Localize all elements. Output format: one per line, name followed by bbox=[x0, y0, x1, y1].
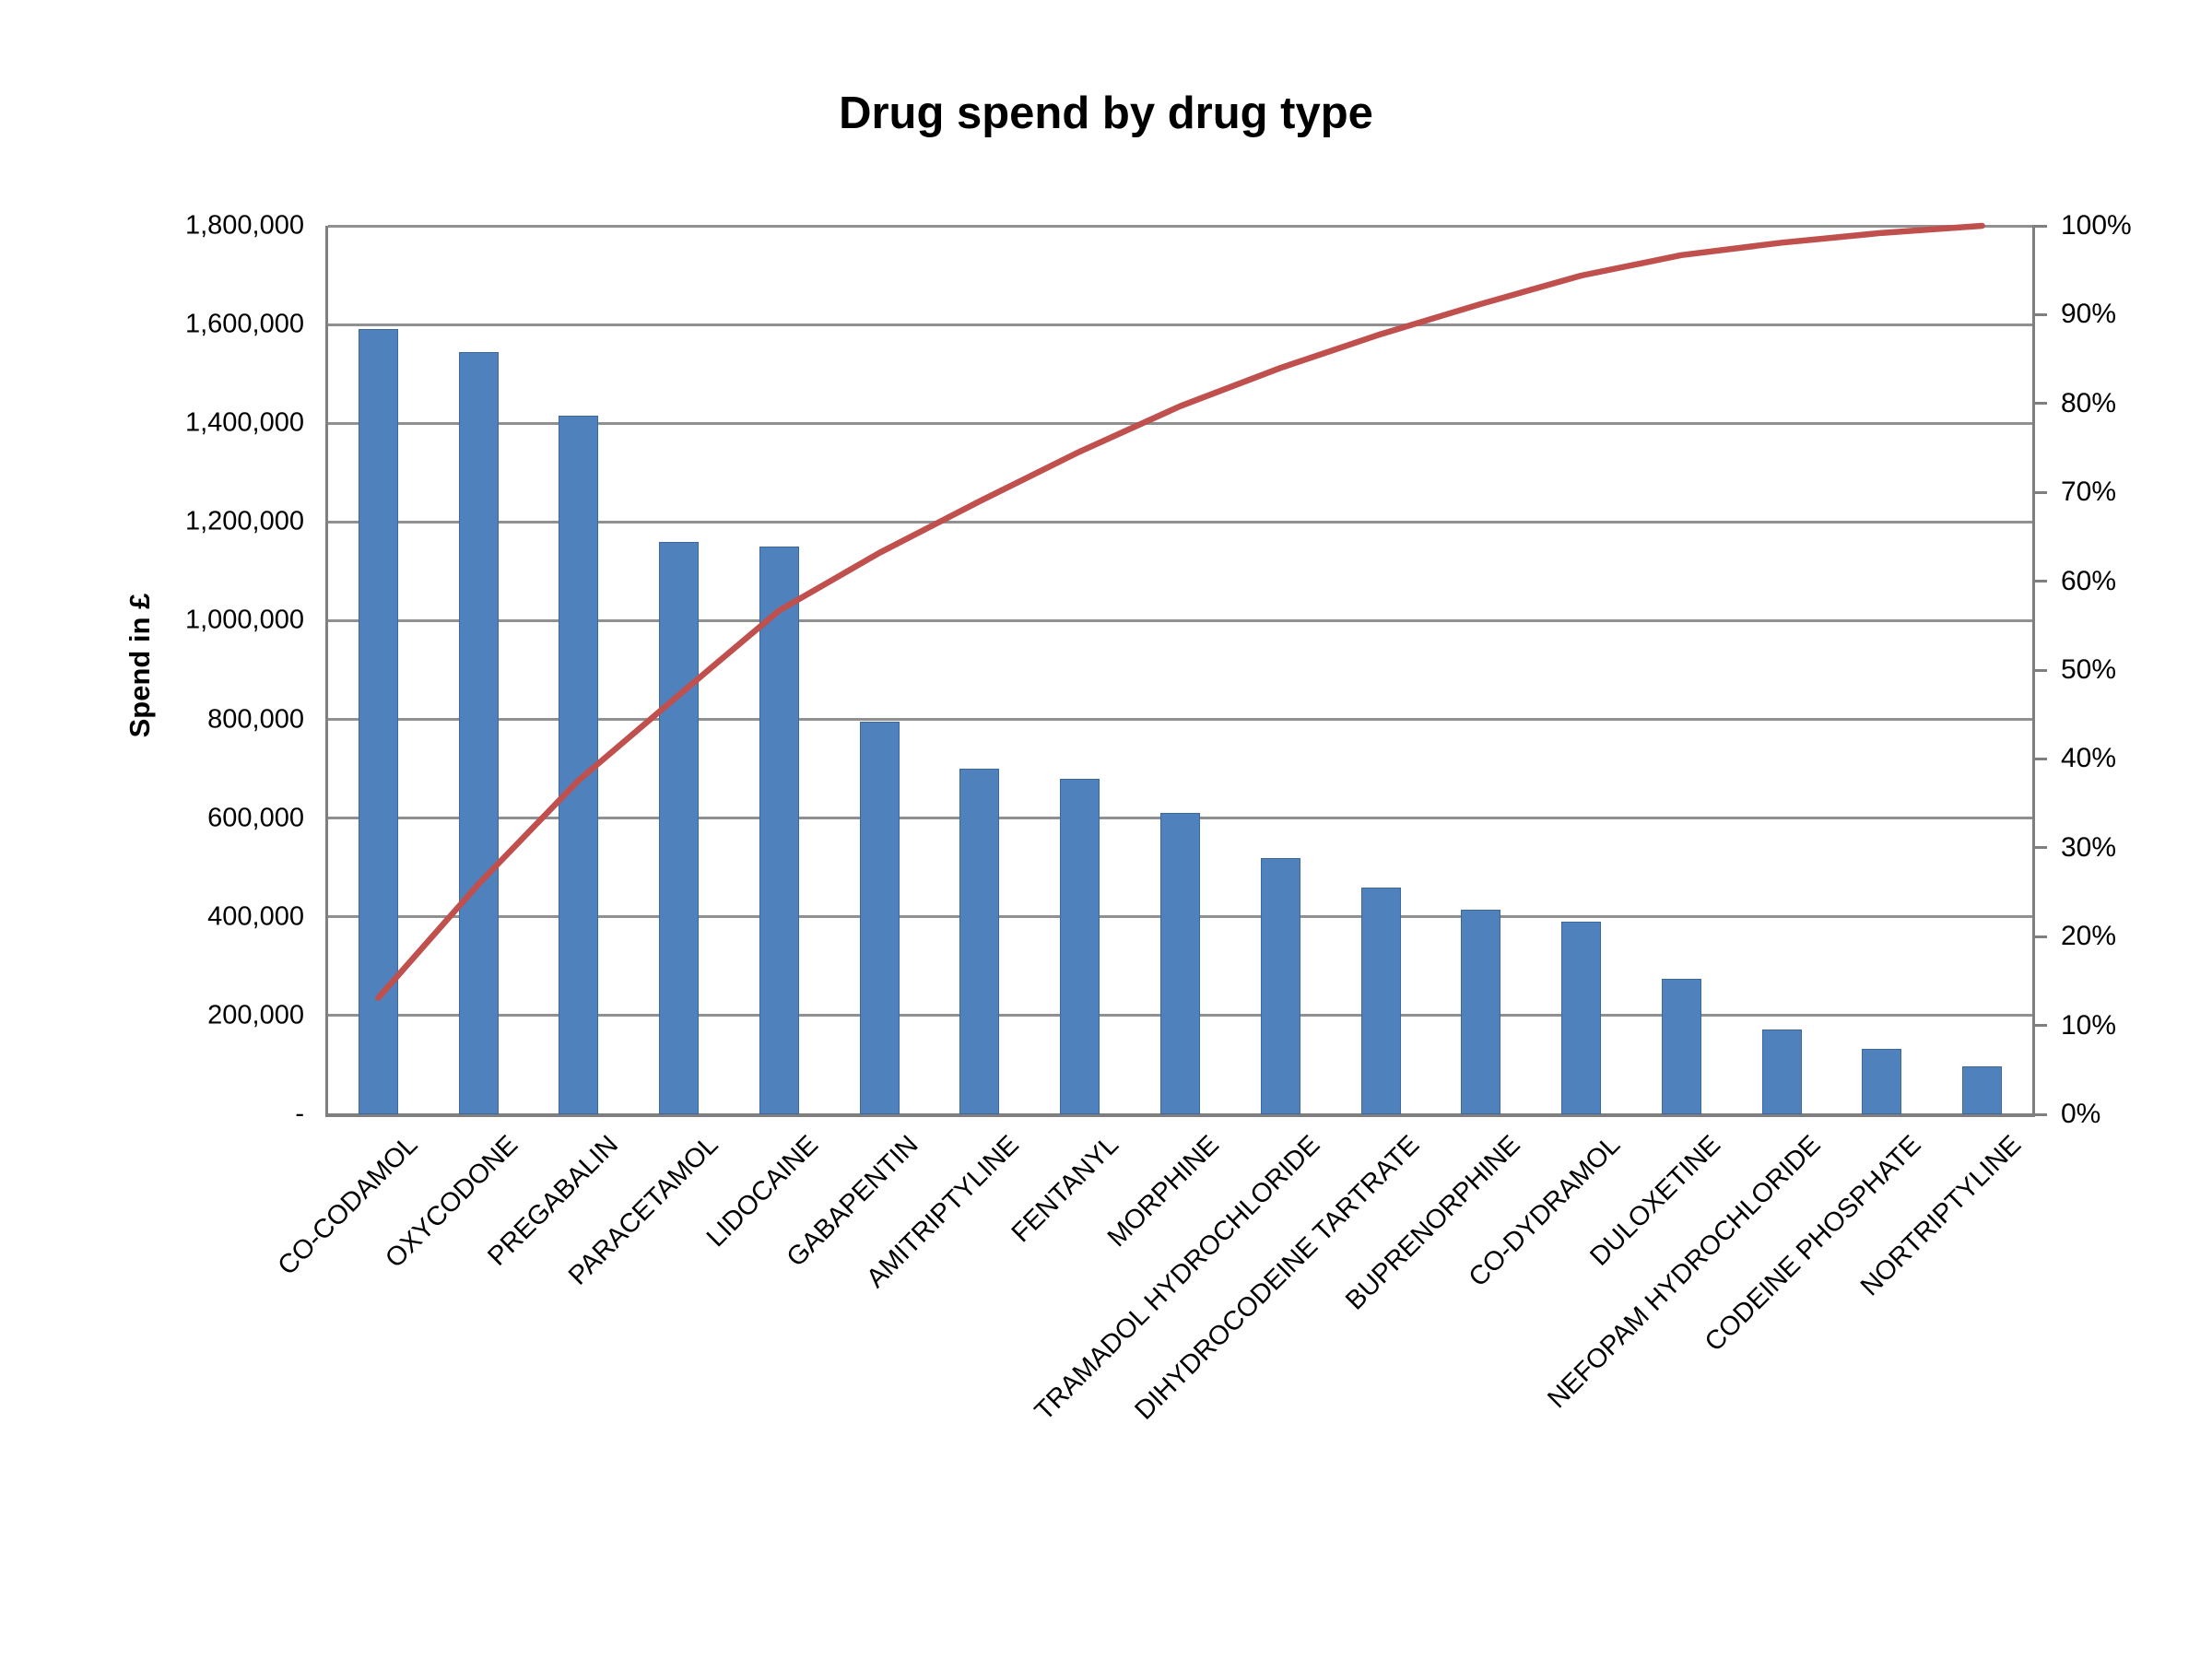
y2-axis-tick-mark bbox=[2032, 490, 2047, 494]
y-axis-tick-label: 1,000,000 bbox=[184, 605, 304, 635]
y2-axis-tick-label: 100% bbox=[2061, 210, 2132, 241]
bar-duloxetine bbox=[1661, 978, 1701, 1114]
y-axis-tick-label: 600,000 bbox=[207, 803, 304, 833]
y2-axis-line bbox=[2032, 226, 2035, 1117]
y-axis-line bbox=[325, 226, 328, 1117]
category-label-buprenorphine: BUPRENORPHINE bbox=[1339, 1130, 1526, 1316]
y-axis-tick-label: 1,200,000 bbox=[184, 506, 304, 536]
bar-amitriptyline bbox=[959, 769, 1000, 1114]
y2-axis-tick-label: 10% bbox=[2061, 1009, 2117, 1041]
y2-axis-tick-label: 20% bbox=[2061, 921, 2117, 952]
gridline bbox=[328, 224, 2032, 228]
y2-axis-tick-mark bbox=[2032, 402, 2047, 406]
bar-co-codamol bbox=[358, 329, 398, 1114]
bar-dihydrocodeine-tartrate bbox=[1360, 887, 1401, 1114]
bar-codeine-phosphate bbox=[1862, 1048, 1902, 1114]
y2-axis-tick-label: 50% bbox=[2061, 654, 2117, 685]
y2-axis-tick-label: 80% bbox=[2061, 387, 2117, 418]
bar-oxycodone bbox=[458, 351, 499, 1114]
bar-paracetamol bbox=[659, 541, 700, 1114]
bar-pregabalin bbox=[559, 416, 599, 1114]
y2-axis-tick-mark bbox=[2032, 224, 2047, 228]
y2-axis-tick-mark bbox=[2032, 312, 2047, 316]
bar-co-dydramol bbox=[1561, 922, 1602, 1114]
bar-nortriptyline bbox=[1962, 1065, 2003, 1114]
x-axis-line bbox=[325, 1113, 2035, 1117]
y2-axis-tick-mark bbox=[2032, 757, 2047, 760]
y2-axis-tick-label: 90% bbox=[2061, 299, 2117, 330]
y2-axis-tick-label: 70% bbox=[2061, 477, 2117, 508]
y2-axis-tick-label: 0% bbox=[2061, 1099, 2101, 1129]
y2-axis-tick-label: 30% bbox=[2061, 831, 2117, 863]
bar-fentanyl bbox=[1060, 778, 1100, 1114]
bar-tramadol-hydrochloride bbox=[1260, 857, 1300, 1114]
bar-nefopam-hydrochloride bbox=[1761, 1029, 1802, 1114]
gridline bbox=[328, 323, 2032, 326]
y2-axis-tick-mark bbox=[2032, 935, 2047, 938]
y2-axis-tick-label: 40% bbox=[2061, 743, 2117, 774]
bar-gabapentin bbox=[859, 722, 900, 1114]
bar-buprenorphine bbox=[1461, 909, 1501, 1114]
y2-axis-tick-mark bbox=[2032, 1112, 2047, 1116]
chart-title: Drug spend by drug type bbox=[839, 88, 1373, 138]
y-axis-tick-label: - bbox=[295, 1099, 304, 1129]
y2-axis-tick-mark bbox=[2032, 580, 2047, 583]
y2-axis-tick-mark bbox=[2032, 846, 2047, 850]
y2-axis-tick-mark bbox=[2032, 668, 2047, 672]
y-axis-tick-label: 400,000 bbox=[207, 901, 304, 932]
y-axis-tick-label: 200,000 bbox=[207, 1000, 304, 1030]
y-axis-tick-label: 800,000 bbox=[207, 704, 304, 735]
y-axis-tick-label: 1,600,000 bbox=[184, 309, 304, 339]
y-axis-tick-label: 1,800,000 bbox=[184, 210, 304, 241]
y2-axis-tick-label: 60% bbox=[2061, 565, 2117, 596]
bar-morphine bbox=[1160, 813, 1200, 1114]
y2-axis-tick-mark bbox=[2032, 1024, 2047, 1028]
bar-lidocaine bbox=[759, 547, 799, 1114]
y-axis-tick-label: 1,400,000 bbox=[184, 407, 304, 438]
